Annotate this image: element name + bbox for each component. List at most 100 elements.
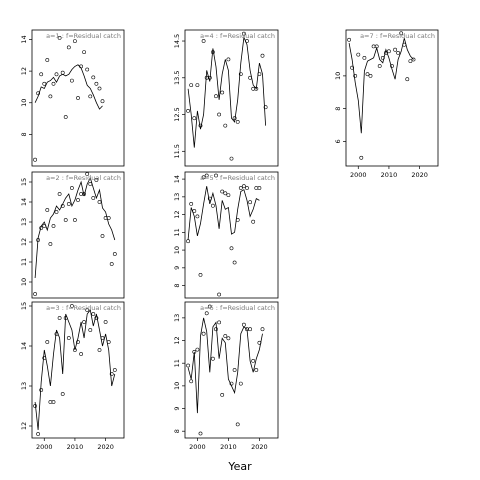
data-point bbox=[33, 157, 38, 162]
data-point bbox=[260, 327, 265, 332]
data-point bbox=[374, 44, 379, 49]
y-tick-label: 10 bbox=[173, 382, 181, 390]
data-point bbox=[51, 81, 56, 86]
data-point bbox=[36, 432, 41, 436]
y-tick-label: 10 bbox=[334, 72, 342, 80]
x-axis-title: Year bbox=[227, 460, 252, 473]
y-tick-label: 13 bbox=[20, 382, 28, 390]
data-point bbox=[257, 72, 262, 77]
panel-label: a=1 : f=Residual catch bbox=[46, 32, 121, 40]
panel-label: a=3 : f=Residual catch bbox=[46, 304, 121, 312]
data-point bbox=[226, 57, 231, 62]
data-point bbox=[76, 340, 80, 344]
data-point bbox=[79, 352, 84, 356]
data-point bbox=[48, 94, 53, 99]
panel-label: a=7 : f=Residual catch bbox=[360, 32, 435, 40]
data-point bbox=[192, 116, 197, 121]
data-point bbox=[97, 200, 102, 204]
data-point bbox=[100, 234, 105, 238]
data-point bbox=[248, 200, 253, 205]
data-point bbox=[353, 74, 358, 78]
data-point bbox=[45, 208, 50, 212]
panel-7: 6 8 10 a=7 : f=Residual catch 2000 2010 2020 bbox=[334, 29, 439, 179]
data-point bbox=[350, 65, 355, 70]
data-point bbox=[229, 156, 234, 161]
data-point bbox=[186, 109, 191, 113]
panel-frame bbox=[31, 29, 125, 167]
data-point bbox=[97, 86, 102, 91]
y-tick-label: 9 bbox=[173, 406, 181, 410]
panel-frame bbox=[184, 301, 279, 439]
data-point bbox=[88, 182, 93, 186]
y-tick-label: 11.5 bbox=[173, 144, 181, 158]
data-point bbox=[217, 112, 222, 117]
data-point bbox=[94, 178, 99, 182]
data-point bbox=[204, 75, 209, 80]
data-point bbox=[33, 292, 38, 296]
data-point bbox=[60, 204, 65, 208]
data-point bbox=[73, 218, 77, 222]
data-point bbox=[201, 175, 206, 180]
data-point bbox=[189, 379, 194, 384]
data-point bbox=[73, 39, 77, 44]
data-point bbox=[82, 320, 87, 324]
data-point bbox=[241, 184, 246, 189]
data-point bbox=[223, 123, 228, 128]
data-point bbox=[94, 316, 99, 320]
data-point bbox=[57, 192, 62, 196]
data-point bbox=[229, 381, 234, 386]
data-point bbox=[235, 217, 240, 222]
panel-label: a=2 : f=Residual catch bbox=[46, 174, 121, 182]
data-point bbox=[42, 81, 47, 86]
panel-4: 11.5 12.5 13.5 14.5 a=4 : f=Residual catch bbox=[173, 29, 279, 167]
data-point bbox=[39, 72, 44, 77]
data-point bbox=[223, 191, 228, 196]
data-point bbox=[195, 214, 200, 219]
y-tick-label: 12.5 bbox=[173, 107, 181, 121]
panel-label: a=6 : f=Residual catch bbox=[200, 304, 275, 312]
data-point bbox=[241, 322, 246, 327]
data-point bbox=[88, 328, 93, 332]
data-point bbox=[245, 186, 249, 190]
data-point bbox=[214, 327, 218, 332]
data-point bbox=[226, 193, 231, 198]
data-point bbox=[42, 224, 47, 228]
data-point bbox=[210, 50, 215, 55]
data-point bbox=[103, 216, 108, 220]
data-point bbox=[109, 372, 114, 376]
data-point bbox=[232, 368, 237, 372]
y-tick-label: 14 bbox=[173, 175, 181, 183]
data-point bbox=[238, 186, 243, 190]
panel-frame bbox=[184, 29, 279, 167]
data-point bbox=[66, 45, 71, 50]
data-point bbox=[362, 56, 367, 60]
data-point bbox=[42, 356, 47, 360]
data-point bbox=[73, 348, 77, 352]
data-point bbox=[201, 39, 206, 43]
panel-frame bbox=[345, 29, 439, 167]
data-point bbox=[210, 356, 215, 361]
data-point bbox=[405, 77, 410, 82]
data-point bbox=[201, 331, 206, 336]
data-point bbox=[235, 422, 240, 427]
panel-6: 8 9 10 11 12 13 a=6 : f=Residual catch 2000 2010… bbox=[173, 301, 279, 451]
panel-frame bbox=[31, 171, 125, 299]
data-point bbox=[54, 332, 59, 336]
data-point bbox=[91, 75, 96, 80]
data-point bbox=[109, 262, 114, 266]
data-point bbox=[76, 198, 80, 202]
fitted-line bbox=[34, 64, 103, 110]
y-tick-label: 10 bbox=[20, 99, 28, 107]
y-tick-label: 14.5 bbox=[173, 34, 181, 48]
data-point bbox=[36, 91, 41, 96]
data-point bbox=[238, 72, 243, 77]
data-point bbox=[192, 349, 197, 354]
data-point bbox=[198, 272, 203, 277]
y-tick-label: 8 bbox=[173, 284, 181, 288]
x-tick-label: 2020 bbox=[251, 443, 268, 451]
fitted-line bbox=[34, 309, 116, 431]
panel-2: 10 11 12 13 14 15 a=2 : f=Residual catch bbox=[20, 171, 125, 299]
data-point bbox=[220, 392, 225, 397]
data-point bbox=[257, 340, 262, 345]
